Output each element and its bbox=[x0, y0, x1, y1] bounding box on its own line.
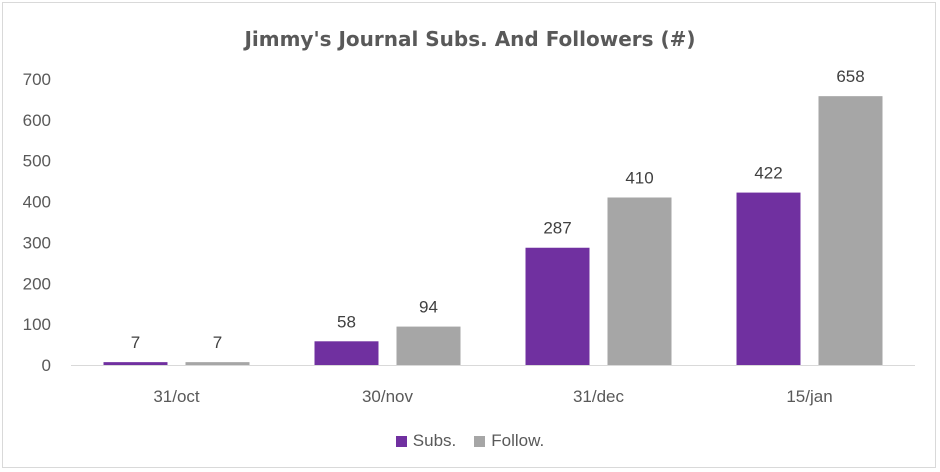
bar-follow-15-jan bbox=[818, 96, 883, 365]
bar-subs-31-oct bbox=[103, 362, 168, 365]
data-label: 94 bbox=[419, 298, 438, 317]
legend: Subs. Follow. bbox=[3, 431, 937, 451]
chart-title: Jimmy's Journal Subs. And Followers (#) bbox=[244, 27, 696, 51]
bar-follow-31-oct bbox=[185, 362, 250, 365]
y-tick-label: 600 bbox=[23, 111, 51, 130]
data-label: 410 bbox=[625, 168, 653, 187]
bar-subs-30-nov bbox=[314, 341, 379, 365]
data-label: 7 bbox=[213, 333, 222, 352]
y-tick-label: 100 bbox=[23, 315, 51, 334]
data-label: 287 bbox=[543, 219, 571, 238]
legend-swatch bbox=[474, 435, 486, 447]
data-label: 658 bbox=[836, 67, 864, 86]
x-tick-label: 15/jan bbox=[786, 387, 832, 406]
legend-item: Follow. bbox=[474, 431, 544, 451]
data-label: 422 bbox=[754, 164, 782, 183]
bar-chart: 0 100 200 300 400 500 600 700 31/oct 7 7 30/nov 58 94… bbox=[23, 67, 915, 406]
x-tick-label: 30/nov bbox=[362, 387, 414, 406]
x-tick-label: 31/oct bbox=[153, 387, 200, 406]
bar-subs-31-dec bbox=[525, 247, 590, 365]
y-tick-label: 200 bbox=[23, 274, 51, 293]
bar-subs-15-jan bbox=[736, 192, 801, 365]
legend-label: Follow. bbox=[491, 431, 545, 450]
legend-swatch bbox=[395, 435, 407, 447]
data-label: 58 bbox=[337, 312, 356, 331]
y-tick-label: 0 bbox=[42, 356, 51, 375]
x-tick-label: 31/dec bbox=[573, 387, 625, 406]
data-label: 7 bbox=[131, 333, 140, 352]
y-tick-label: 700 bbox=[23, 70, 51, 89]
y-tick-label: 500 bbox=[23, 152, 51, 171]
legend-item: Subs. bbox=[395, 431, 457, 451]
y-tick-label: 300 bbox=[23, 233, 51, 252]
bar-follow-31-dec bbox=[607, 197, 672, 365]
y-tick-label: 400 bbox=[23, 193, 51, 212]
legend-label: Subs. bbox=[412, 431, 457, 450]
bar-follow-30-nov bbox=[396, 326, 461, 365]
